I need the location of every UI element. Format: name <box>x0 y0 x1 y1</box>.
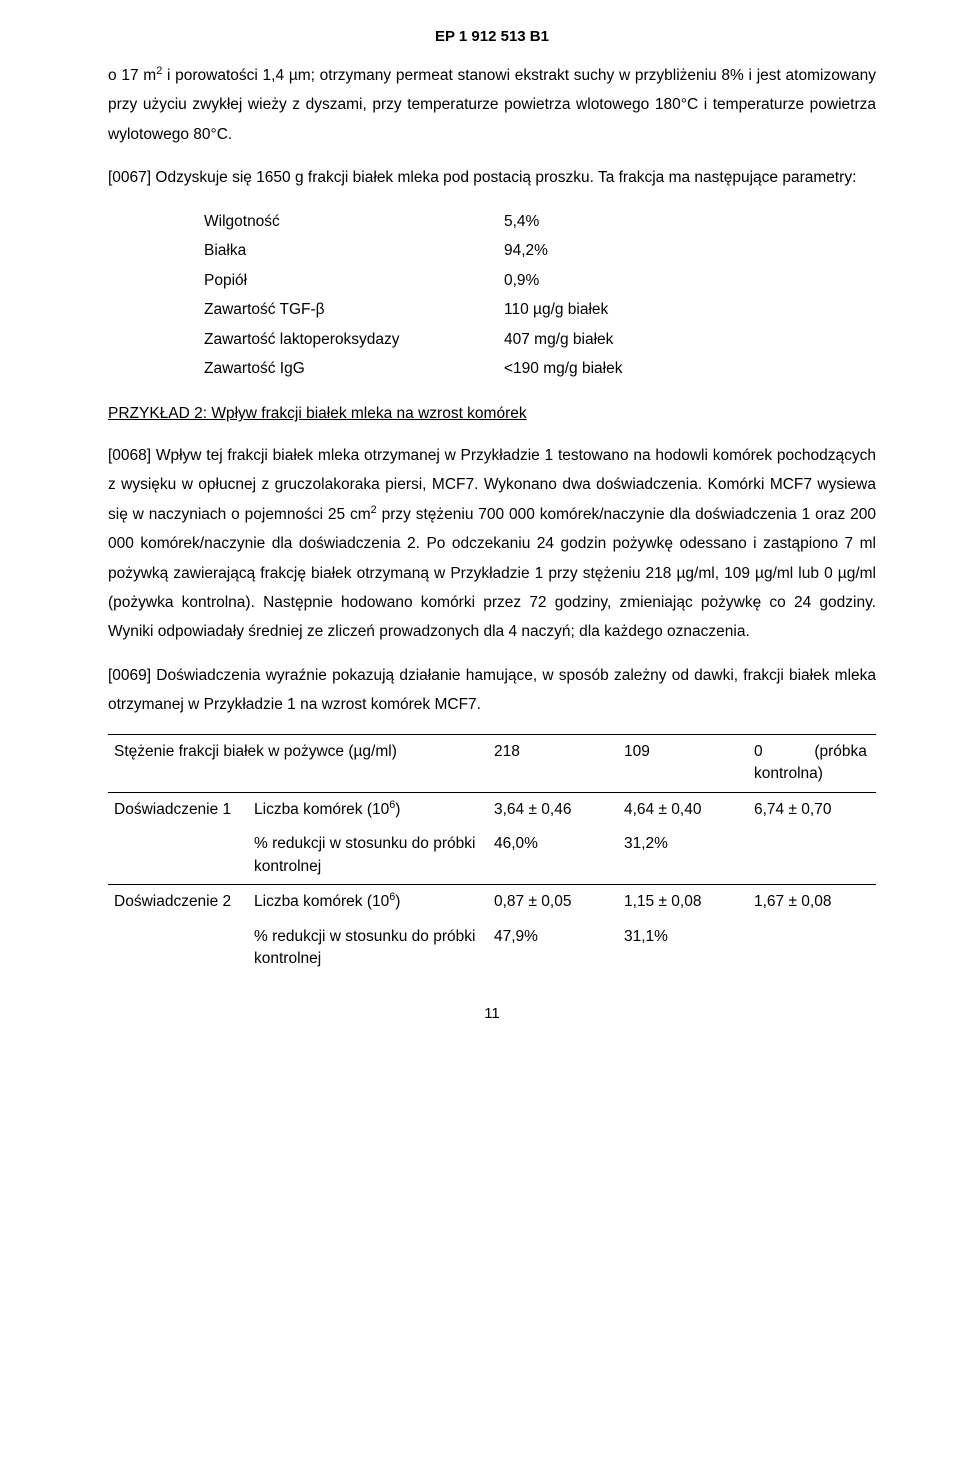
metric-text-end: ) <box>395 893 400 910</box>
cell-value: 6,74 ± 0,70 <box>748 792 876 827</box>
param-value: 110 µg/g białek <box>504 295 608 324</box>
table-row: Doświadczenie 1 Liczba komórek (106) 3,6… <box>108 792 876 827</box>
param-label: Białka <box>204 236 504 265</box>
param-row: Zawartość IgG <190 mg/g białek <box>204 354 876 383</box>
cell-value: 31,1% <box>618 920 748 977</box>
text-prefix: o 17 m <box>108 67 156 84</box>
metric-label: Liczba komórek (106) <box>248 885 488 920</box>
param-row: Popiół 0,9% <box>204 266 876 295</box>
text-rest: i porowatości 1,4 µm; otrzymany permeat … <box>108 67 876 143</box>
param-value: 94,2% <box>504 236 548 265</box>
table-header-col: 218 <box>488 734 618 792</box>
metric-label: Liczba komórek (106) <box>248 792 488 827</box>
cell-value: 1,15 ± 0,08 <box>618 885 748 920</box>
paragraph-0069: [0069] Doświadczenia wyraźnie pokazują d… <box>108 661 876 720</box>
param-row: Zawartość laktoperoksydazy 407 mg/g biał… <box>204 325 876 354</box>
cell-value: 47,9% <box>488 920 618 977</box>
cell-value: 31,2% <box>618 827 748 884</box>
paragraph-0067: [0067] Odzyskuje się 1650 g frakcji biał… <box>108 163 876 192</box>
parameter-list: Wilgotność 5,4% Białka 94,2% Popiół 0,9%… <box>204 207 876 384</box>
example-heading: PRZYKŁAD 2: Wpływ frakcji białek mleka n… <box>108 399 876 428</box>
paragraph-0068: [0068] Wpływ tej frakcji białek mleka ot… <box>108 441 876 647</box>
param-label: Zawartość TGF-β <box>204 295 504 324</box>
metric-text-end: ) <box>395 801 400 818</box>
param-label: Wilgotność <box>204 207 504 236</box>
metric-label: % redukcji w stosunku do próbki kontroln… <box>248 920 488 977</box>
param-row: Zawartość TGF-β 110 µg/g białek <box>204 295 876 324</box>
experiment-label: Doświadczenie 1 <box>108 792 248 884</box>
col-control-label: (próbka kontrolna) <box>754 743 867 782</box>
cell-value: 46,0% <box>488 827 618 884</box>
param-value: 5,4% <box>504 207 539 236</box>
results-table: Stężenie frakcji białek w pożywce (µg/ml… <box>108 734 876 977</box>
table-header-title: Stężenie frakcji białek w pożywce (µg/ml… <box>108 734 488 792</box>
cell-value: 0,87 ± 0,05 <box>488 885 618 920</box>
cell-value <box>748 827 876 884</box>
paragraph-continuation: o 17 m2 i porowatości 1,4 µm; otrzymany … <box>108 61 876 149</box>
cell-value: 1,67 ± 0,08 <box>748 885 876 920</box>
metric-text: Liczba komórek (10 <box>254 893 389 910</box>
experiment-label: Doświadczenie 2 <box>108 885 248 977</box>
param-label: Zawartość IgG <box>204 354 504 383</box>
table-header-row: Stężenie frakcji białek w pożywce (µg/ml… <box>108 734 876 792</box>
param-label: Popiół <box>204 266 504 295</box>
doc-header: EP 1 912 513 B1 <box>108 28 876 45</box>
cell-value: 3,64 ± 0,46 <box>488 792 618 827</box>
param-value: 0,9% <box>504 266 539 295</box>
table-header-col: 109 <box>618 734 748 792</box>
text-part-b: przy stężeniu 700 000 komórek/naczynie d… <box>108 506 876 641</box>
table-row: Doświadczenie 2 Liczba komórek (106) 0,8… <box>108 885 876 920</box>
page-number: 11 <box>108 1005 876 1022</box>
metric-text: Liczba komórek (10 <box>254 801 389 818</box>
cell-value: 4,64 ± 0,40 <box>618 792 748 827</box>
col-zero: 0 <box>754 743 763 760</box>
param-value: <190 mg/g białek <box>504 354 622 383</box>
param-value: 407 mg/g białek <box>504 325 613 354</box>
param-label: Zawartość laktoperoksydazy <box>204 325 504 354</box>
metric-label: % redukcji w stosunku do próbki kontroln… <box>248 827 488 884</box>
cell-value <box>748 920 876 977</box>
param-row: Wilgotność 5,4% <box>204 207 876 236</box>
table-header-col: 0 (próbka kontrolna) <box>748 734 876 792</box>
param-row: Białka 94,2% <box>204 236 876 265</box>
